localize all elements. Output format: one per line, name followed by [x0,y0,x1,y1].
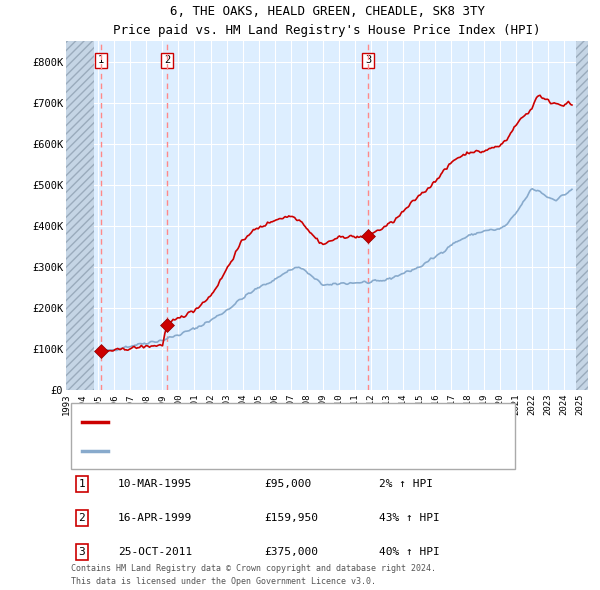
Text: 40% ↑ HPI: 40% ↑ HPI [379,547,440,557]
Text: 25-OCT-2011: 25-OCT-2011 [118,547,193,557]
Point [364,232,373,241]
Text: £375,000: £375,000 [265,547,319,557]
Text: 3: 3 [78,547,85,557]
Text: 16-APR-1999: 16-APR-1999 [118,513,193,523]
Text: 2: 2 [164,55,170,65]
Text: 1: 1 [78,479,85,489]
Point [97,346,106,356]
Text: £95,000: £95,000 [265,479,311,489]
Text: 3: 3 [365,55,371,65]
Bar [66,41,94,391]
Text: 43% ↑ HPI: 43% ↑ HPI [379,513,440,523]
Text: 2: 2 [78,513,85,523]
Text: 6, THE OAKS, HEALD GREEN, CHEADLE, SK8 3TY (detached house): 6, THE OAKS, HEALD GREEN, CHEADLE, SK8 3… [118,417,487,427]
Text: 10-MAR-1995: 10-MAR-1995 [118,479,193,489]
Text: This data is licensed under the Open Government Licence v3.0.: This data is licensed under the Open Gov… [71,578,376,586]
Point [162,320,172,329]
Title: 6, THE OAKS, HEALD GREEN, CHEADLE, SK8 3TY
Price paid vs. HM Land Registry's Hou: 6, THE OAKS, HEALD GREEN, CHEADLE, SK8 3… [113,5,541,37]
FancyBboxPatch shape [71,404,515,469]
Text: 1: 1 [98,55,104,65]
Text: 2% ↑ HPI: 2% ↑ HPI [379,479,433,489]
Text: £159,950: £159,950 [265,513,319,523]
Text: HPI: Average price, detached house, Stockport: HPI: Average price, detached house, Stoc… [118,446,400,456]
Bar [576,41,588,391]
Text: Contains HM Land Registry data © Crown copyright and database right 2024.: Contains HM Land Registry data © Crown c… [71,564,436,573]
